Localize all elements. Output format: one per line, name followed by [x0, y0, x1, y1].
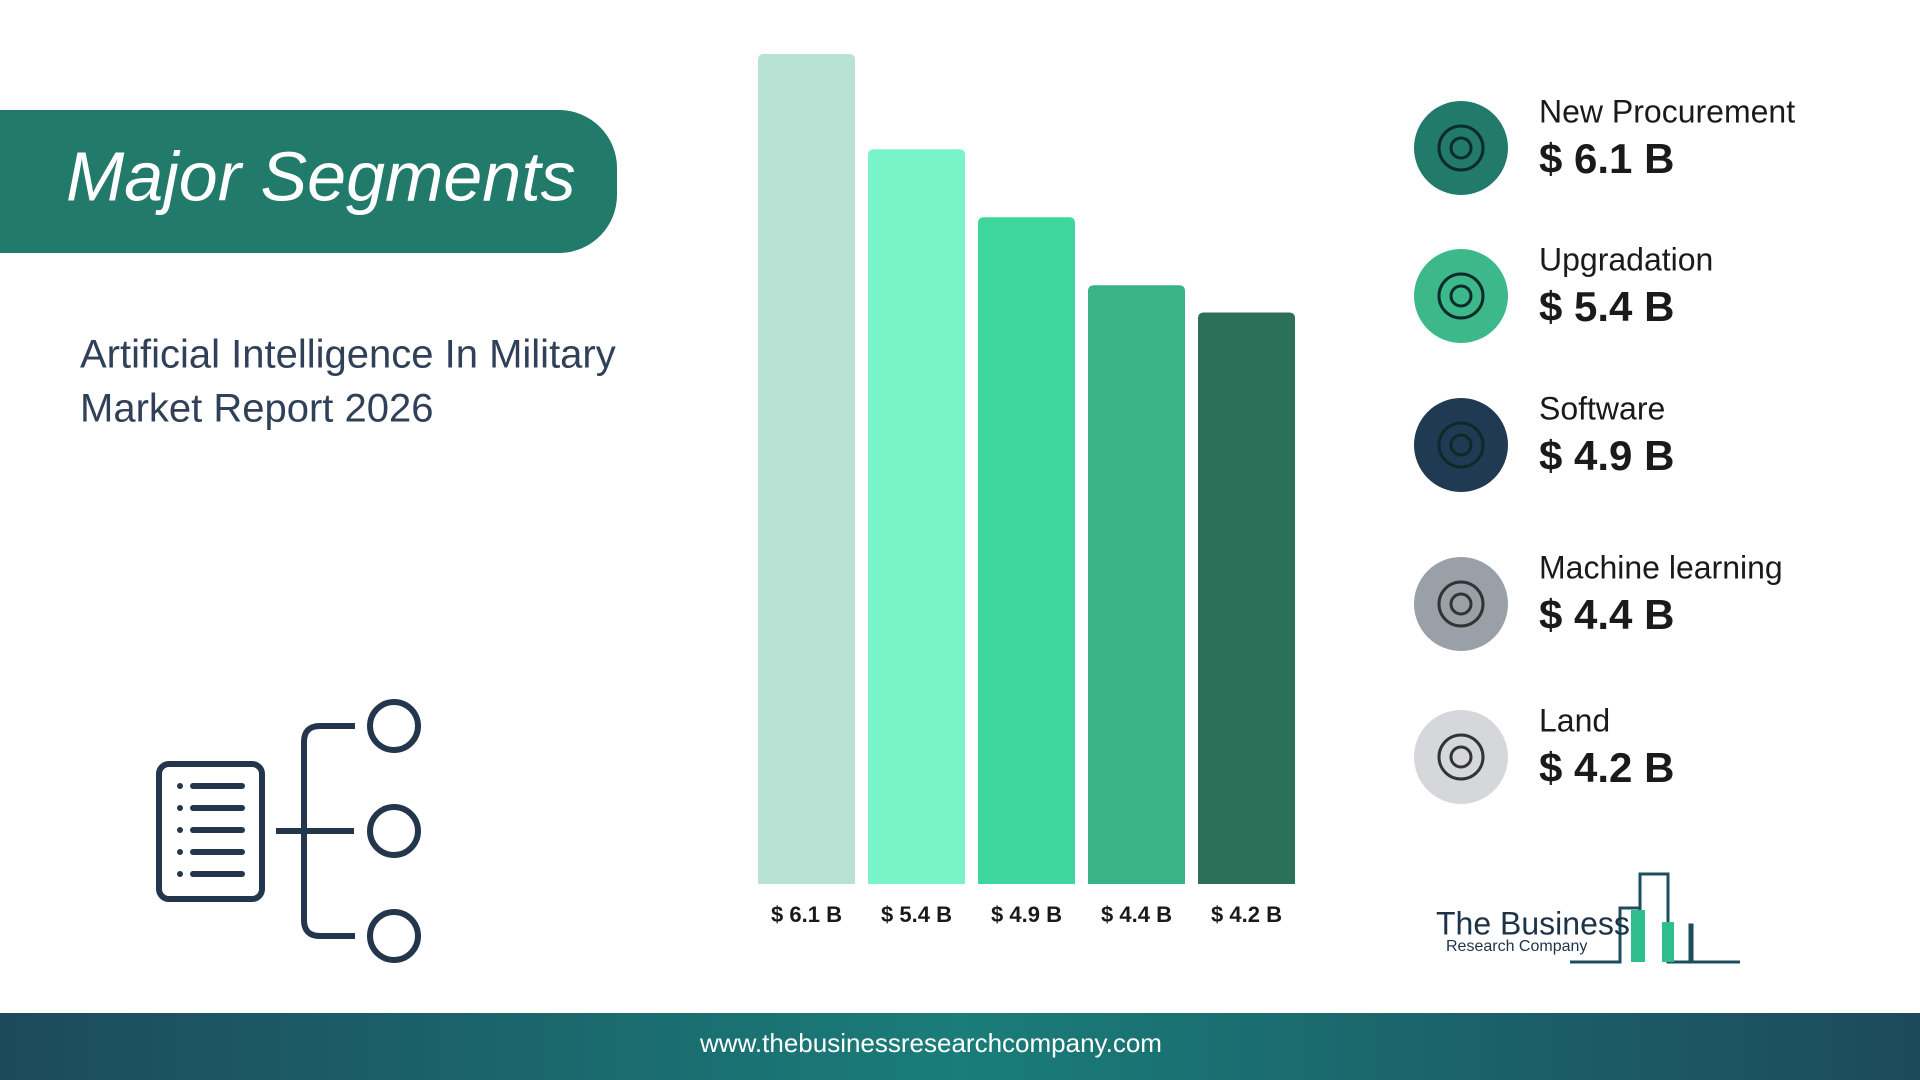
legend-icon-glyph [1437, 733, 1485, 781]
legend-icon [1414, 249, 1508, 343]
legend-value: $ 4.9 B [1539, 432, 1674, 479]
legend-icon [1414, 101, 1508, 195]
value-label: $ 4.4 B [1101, 902, 1172, 927]
glyph [1437, 421, 1485, 469]
glyph [1449, 284, 1473, 308]
legend-label: Software [1539, 390, 1665, 426]
glyph [1449, 433, 1473, 457]
chart-title: Major Segments [66, 137, 576, 215]
legend-label: New Procurement [1539, 93, 1795, 129]
subtitle: Artificial Intelligence In Military [80, 333, 616, 377]
bar [978, 217, 1075, 884]
glyph [1437, 272, 1485, 320]
glyph [1437, 580, 1485, 628]
legend-value: $ 4.4 B [1539, 591, 1674, 638]
glyph [1437, 124, 1485, 172]
legend-icon-glyph [1437, 124, 1485, 172]
value-label: $ 5.4 B [881, 902, 952, 927]
bar [1088, 285, 1185, 884]
subtitle: Market Report 2026 [80, 387, 434, 431]
glyph [1449, 136, 1473, 160]
legend-icon-glyph [1437, 421, 1485, 469]
glyph [1437, 733, 1485, 781]
segments-icon [156, 699, 421, 963]
footer-bar [0, 1013, 1920, 1080]
value-label: $ 6.1 B [771, 902, 842, 927]
legend-label: Land [1539, 702, 1610, 738]
glyph [1449, 592, 1473, 616]
title-banner [0, 110, 618, 253]
value-label: $ 4.9 B [991, 902, 1062, 927]
legend-icon [1414, 557, 1508, 651]
legend-value: $ 4.2 B [1539, 744, 1674, 791]
legend-value: $ 6.1 B [1539, 135, 1674, 182]
logo [1570, 872, 1740, 964]
footer-url: www.thebusinessresearchcompany.com [699, 1028, 1162, 1058]
legend-value: $ 5.4 B [1539, 283, 1674, 330]
bar [1198, 312, 1295, 884]
logo-tagline: Research Company [1446, 938, 1587, 955]
glyph [1449, 745, 1473, 769]
legend-icon-glyph [1437, 580, 1485, 628]
bar [868, 149, 965, 884]
legend-label: Machine learning [1539, 549, 1783, 585]
bar [758, 54, 855, 884]
legend-icon [1414, 398, 1508, 492]
logo-name: The Business [1436, 905, 1630, 941]
legend-icon [1414, 710, 1508, 804]
legend-label: Upgradation [1539, 241, 1713, 277]
legend-icon-glyph [1437, 272, 1485, 320]
value-label: $ 4.2 B [1211, 902, 1282, 927]
